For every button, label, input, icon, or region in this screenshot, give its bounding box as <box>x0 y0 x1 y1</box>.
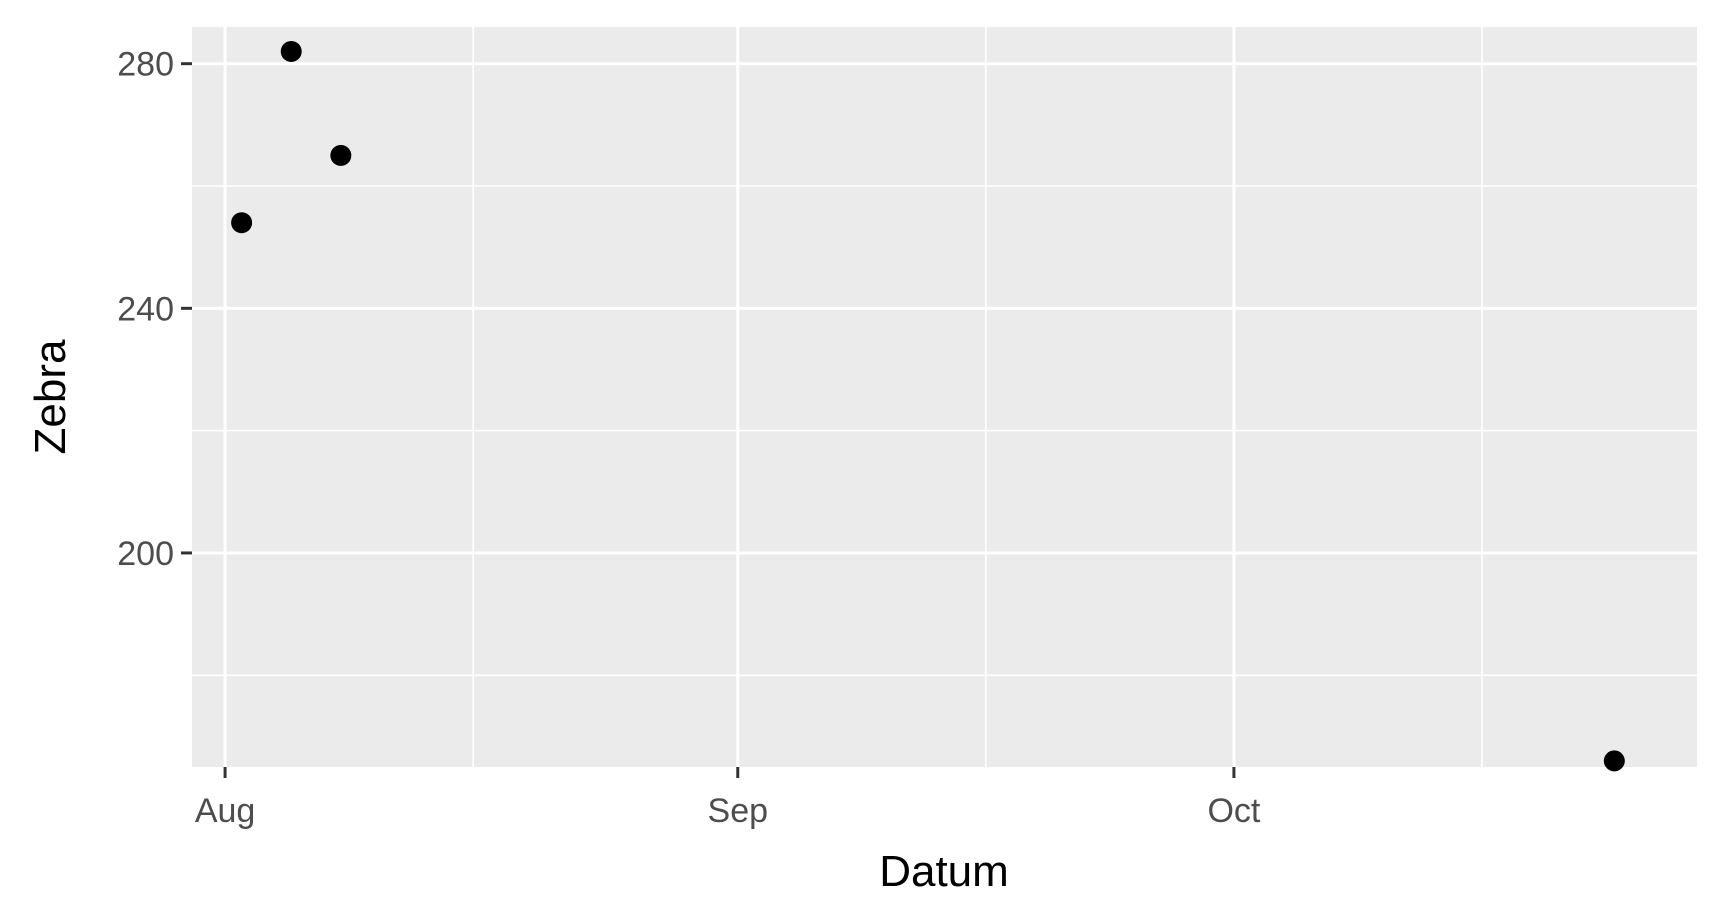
data-point <box>231 212 253 234</box>
data-points <box>231 40 1625 772</box>
x-tick-label: Aug <box>195 792 256 830</box>
data-point <box>280 40 302 62</box>
y-axis: 200 240 280 <box>117 46 192 573</box>
plot-panel <box>192 27 1697 767</box>
y-tick-label: 240 <box>117 290 174 328</box>
grid-minor <box>192 27 1697 767</box>
y-tick-label: 280 <box>117 46 174 84</box>
y-tick-label: 200 <box>117 535 174 573</box>
x-tick-label: Oct <box>1207 792 1260 830</box>
data-point <box>330 144 352 166</box>
grid-major <box>192 27 1697 767</box>
y-axis-title: Zebra <box>26 339 75 454</box>
data-point <box>1603 750 1625 772</box>
x-axis: Aug Sep Oct <box>195 767 1261 830</box>
x-axis-title: Datum <box>879 847 1009 896</box>
x-tick-label: Sep <box>708 792 769 830</box>
